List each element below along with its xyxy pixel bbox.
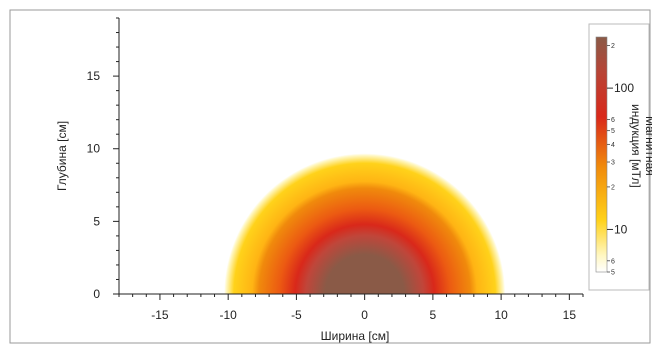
colorbar-minor-label: 6 bbox=[611, 117, 615, 124]
colorbar-scale bbox=[595, 36, 608, 273]
axes: -15 -10 -5 0 5 10 15 0 5 10 15 bbox=[87, 17, 584, 322]
field-heatmap bbox=[224, 153, 506, 294]
y-axis-ticks: 0 5 10 15 bbox=[87, 17, 119, 301]
colorbar-minor-label: 2 bbox=[611, 43, 615, 50]
y-tick-label: 5 bbox=[93, 214, 100, 228]
y-tick-label: 10 bbox=[87, 142, 101, 156]
y-tick-label: 15 bbox=[87, 69, 101, 83]
plot-area bbox=[224, 153, 506, 294]
figure-frame bbox=[9, 9, 651, 344]
colorbar-legend: 2 6 5 4 3 2 6 5 100 10 Магнитная индукция [мТл] bbox=[588, 23, 652, 291]
colorbar-ticks: 2 6 5 4 3 2 6 5 100 10 bbox=[607, 43, 634, 277]
colorbar-minor-label: 5 bbox=[611, 270, 615, 277]
colorbar-minor-label: 6 bbox=[611, 258, 615, 265]
x-tick-label: -10 bbox=[220, 308, 238, 322]
x-tick-label: 0 bbox=[361, 308, 368, 322]
colorbar-title-line2: индукция [мТл] bbox=[629, 104, 643, 188]
x-tick-label: 5 bbox=[430, 308, 437, 322]
colorbar-minor-label: 3 bbox=[611, 160, 615, 167]
colorbar-title-line1: Магнитная bbox=[643, 116, 652, 176]
x-tick-label: 15 bbox=[563, 308, 577, 322]
colorbar-minor-label: 2 bbox=[611, 184, 615, 191]
colorbar-title: Магнитная индукция [мТл] bbox=[629, 104, 652, 188]
x-tick-label: -15 bbox=[151, 308, 169, 322]
y-tick-label: 0 bbox=[93, 287, 100, 301]
colorbar-major-label: 10 bbox=[614, 222, 628, 236]
colorbar-minor-label: 5 bbox=[611, 128, 615, 135]
colorbar-minor-label: 4 bbox=[611, 142, 615, 149]
y-axis-label: Глубина [см] bbox=[55, 121, 69, 191]
colorbar-major-label: 100 bbox=[614, 81, 634, 95]
x-axis-label: Ширина [см] bbox=[321, 329, 390, 343]
x-tick-label: 10 bbox=[494, 308, 508, 322]
x-tick-label: -5 bbox=[291, 308, 302, 322]
x-axis-ticks: -15 -10 -5 0 5 10 15 bbox=[118, 294, 584, 322]
